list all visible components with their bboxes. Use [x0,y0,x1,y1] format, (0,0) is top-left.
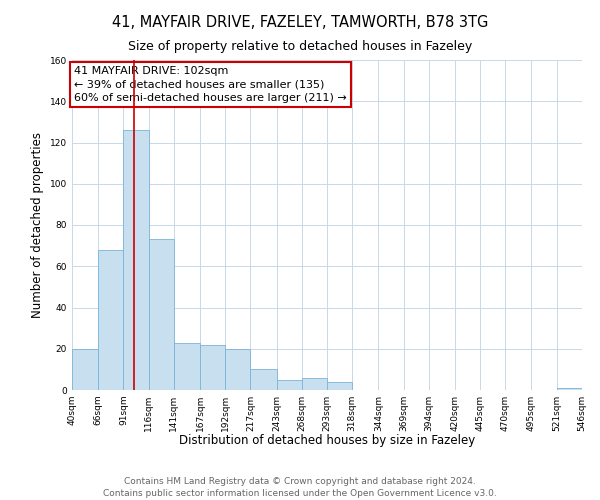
Bar [302,378,327,390]
Bar [98,250,124,390]
Y-axis label: Number of detached properties: Number of detached properties [31,132,44,318]
Bar [174,342,200,390]
Text: 41 MAYFAIR DRIVE: 102sqm
← 39% of detached houses are smaller (135)
60% of semi-: 41 MAYFAIR DRIVE: 102sqm ← 39% of detach… [74,66,347,102]
Text: Size of property relative to detached houses in Fazeley: Size of property relative to detached ho… [128,40,472,53]
Text: Contains HM Land Registry data © Crown copyright and database right 2024.
Contai: Contains HM Land Registry data © Crown c… [103,476,497,498]
Bar [72,349,98,390]
Bar [557,388,582,390]
Bar [225,349,250,390]
Text: 41, MAYFAIR DRIVE, FAZELEY, TAMWORTH, B78 3TG: 41, MAYFAIR DRIVE, FAZELEY, TAMWORTH, B7… [112,15,488,30]
Bar [200,344,225,390]
Bar [327,382,352,390]
X-axis label: Distribution of detached houses by size in Fazeley: Distribution of detached houses by size … [179,434,475,447]
Bar [124,130,149,390]
Bar [277,380,302,390]
Bar [149,240,174,390]
Bar [250,370,277,390]
